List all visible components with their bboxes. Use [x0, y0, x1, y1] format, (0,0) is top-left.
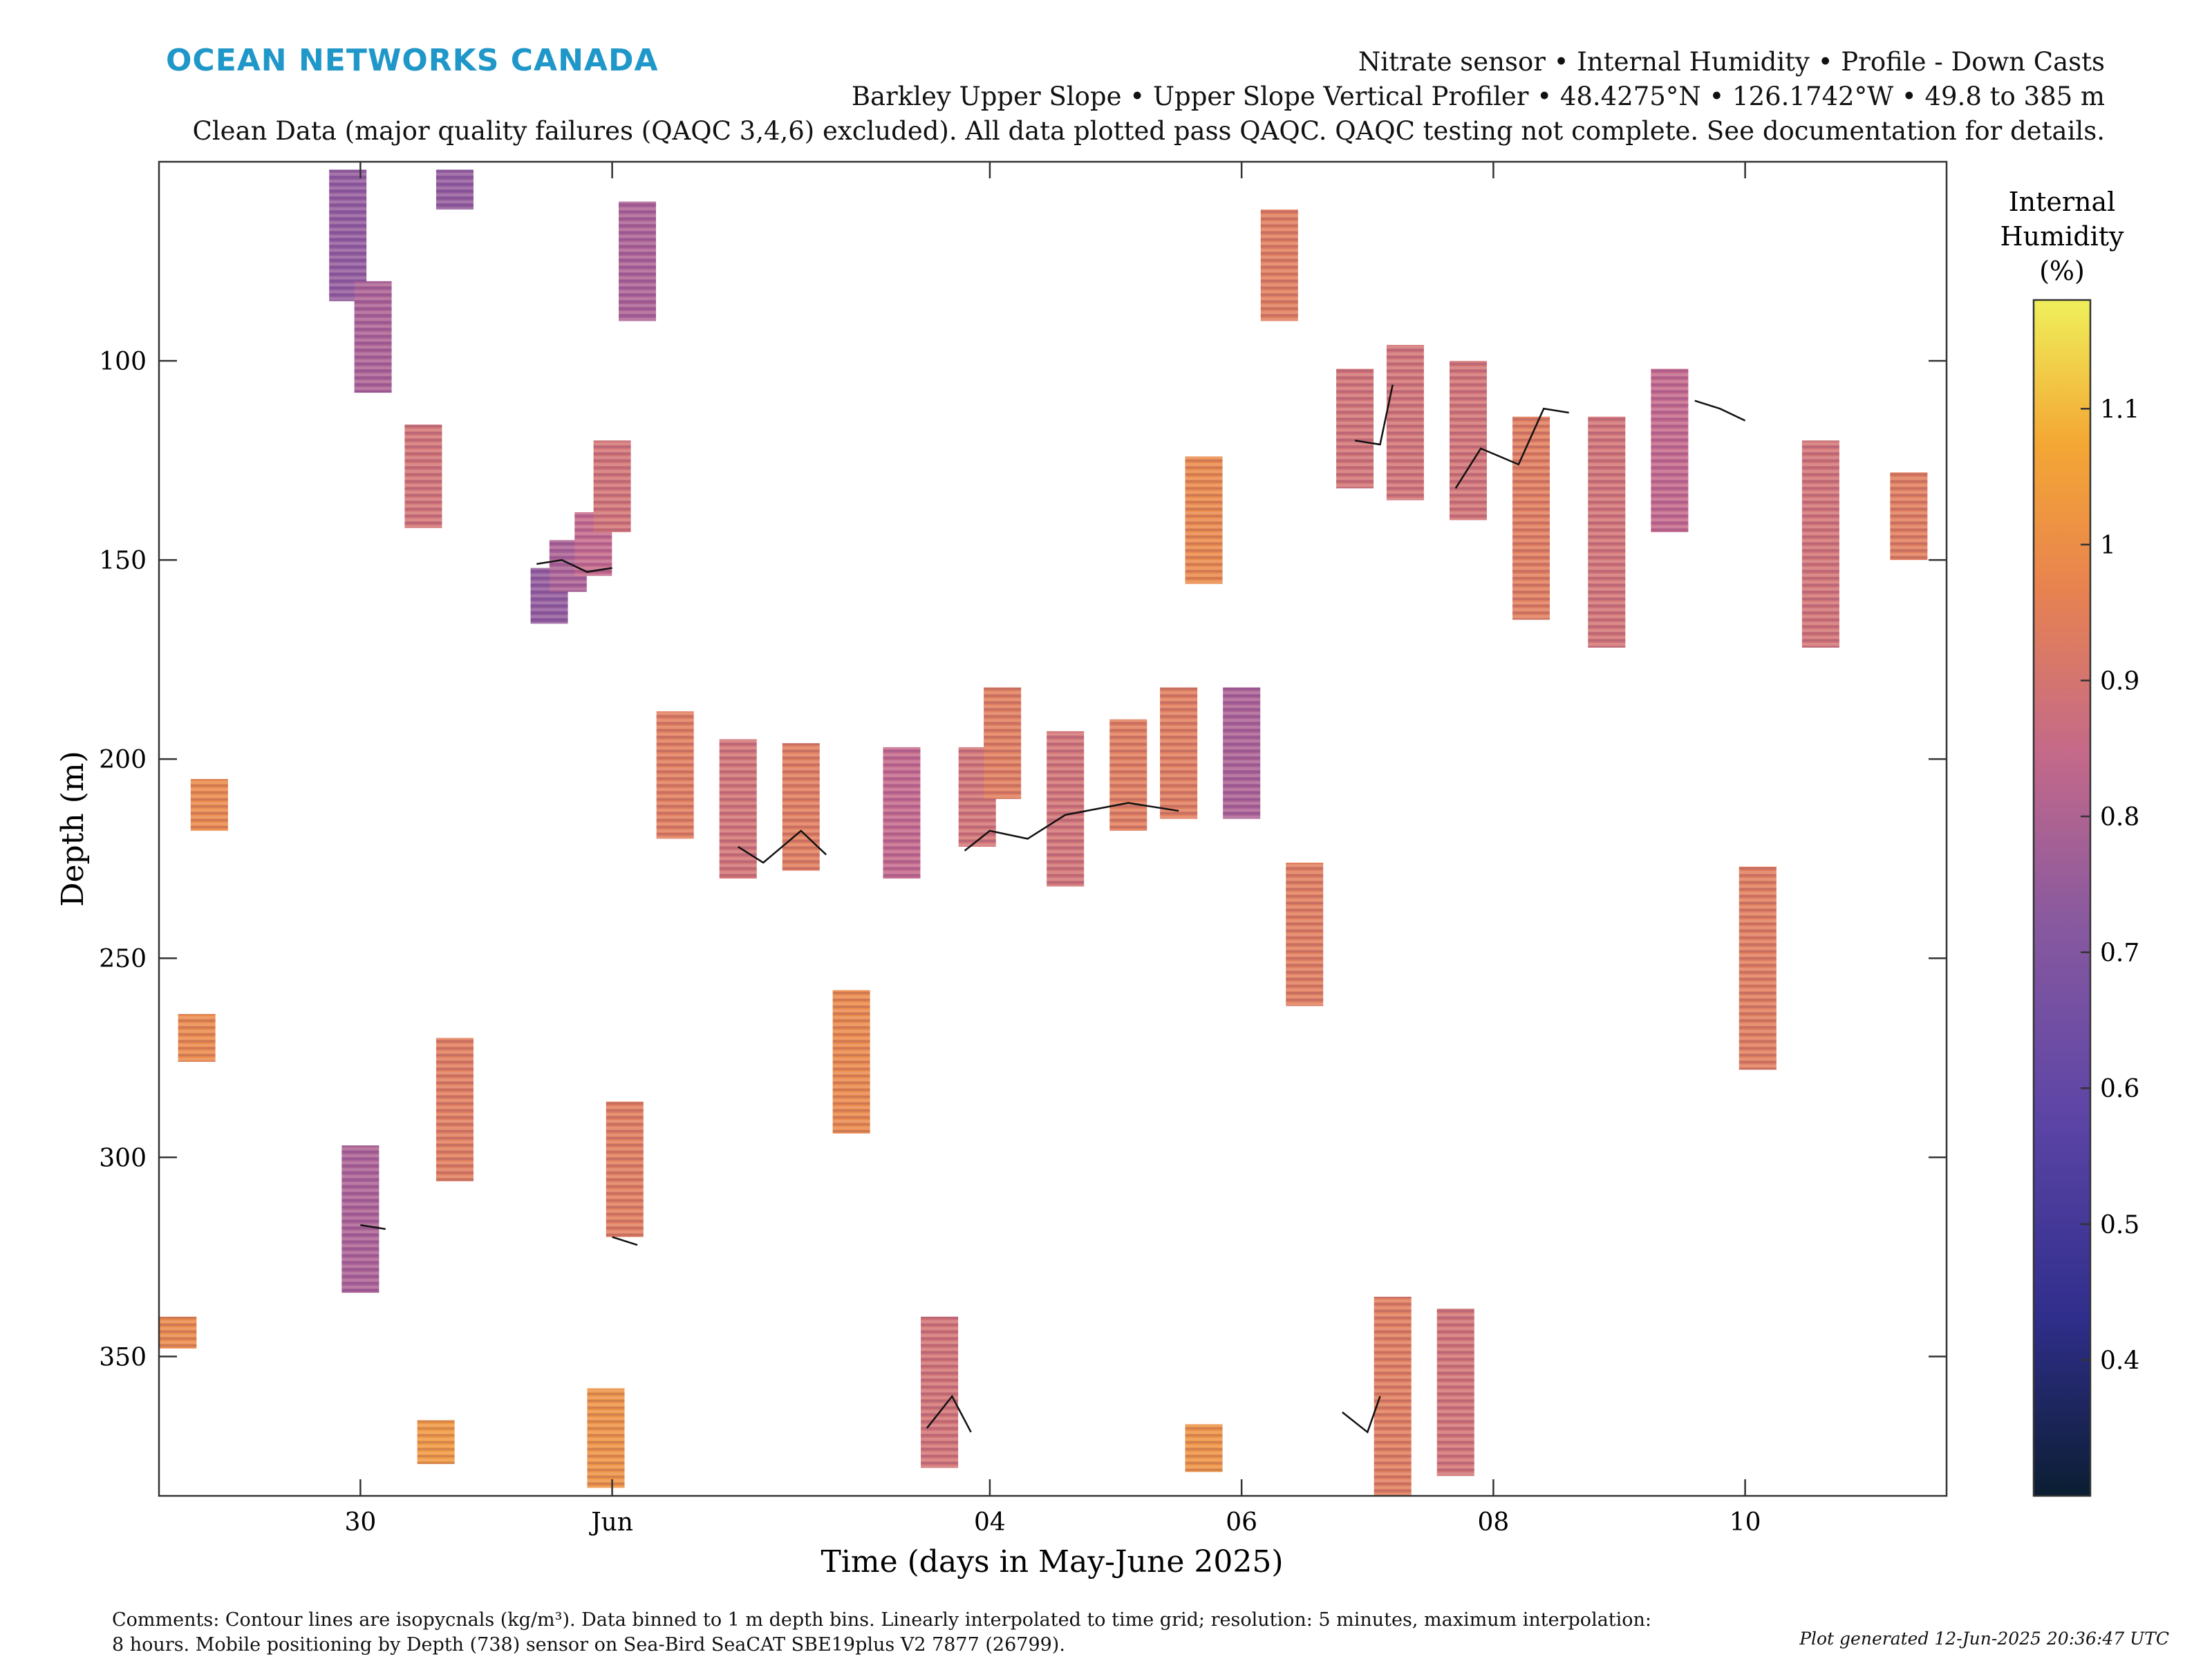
colorbar-ticks: 0.4 0.5 0.6 0.7 0.8 0.9 1 1.1 — [2081, 395, 2139, 1375]
data-patch-texture-15 — [606, 1101, 644, 1237]
data-patch-texture-5 — [341, 1145, 379, 1293]
x-tick-label: 10 — [1730, 1508, 1761, 1537]
y-tick-label: 200 — [99, 746, 147, 774]
data-patch-texture-7 — [417, 1420, 455, 1464]
data-patches — [159, 169, 1928, 1496]
data-patch-texture-2 — [190, 778, 228, 831]
colorbar-tick-label: 0.8 — [2100, 803, 2139, 832]
data-patch-texture-36 — [1374, 1296, 1412, 1496]
colorbar-tick-label: 0.9 — [2100, 667, 2139, 695]
colorbar-tick-label: 0.6 — [2100, 1075, 2139, 1103]
data-patch-texture-20 — [832, 990, 870, 1134]
isopycnal-contours — [360, 384, 1746, 1434]
colorbar-tick-label: 0.7 — [2100, 939, 2139, 968]
data-patch-texture-27 — [1160, 687, 1198, 819]
data-patch-texture-24 — [984, 687, 1022, 799]
plot-title-line-2: Barkley Upper Slope • Upper Slope Vertic… — [851, 82, 2105, 111]
isopycnal-line-8 — [360, 1224, 386, 1230]
y-axis-label: Depth (m) — [55, 751, 91, 907]
isopycnal-line-0 — [536, 559, 612, 573]
data-patch-texture-38 — [1512, 416, 1550, 620]
comments-line-2: 8 hours. Mobile positioning by Depth (73… — [112, 1634, 1065, 1656]
data-patch-texture-43 — [1890, 472, 1928, 561]
comments-line-1: Comments: Contour lines are isopycnals (… — [112, 1609, 1652, 1631]
data-patch-texture-4 — [354, 281, 392, 393]
colorbar-title-line-2: Humidity — [2000, 221, 2124, 252]
data-patch-texture-35 — [1449, 361, 1487, 521]
isopycnal-line-2 — [1454, 407, 1569, 489]
plot-generated-timestamp: Plot generated 12-Jun-2025 20:36:47 UTC — [1799, 1629, 2169, 1649]
data-patch-texture-22 — [921, 1316, 959, 1468]
colorbar-tick-label: 0.5 — [2100, 1211, 2139, 1239]
colorbar-title-line-1: Internal — [2009, 187, 2116, 217]
x-tick-label: 06 — [1226, 1508, 1257, 1537]
data-patch-texture-9 — [435, 169, 474, 210]
ocean-networks-canada-logo: OCEAN NETWORKS CANADA — [166, 43, 659, 78]
data-patch-texture-8 — [435, 1038, 474, 1181]
data-patch-texture-3 — [329, 169, 367, 301]
data-patch-texture-30 — [1223, 687, 1261, 819]
data-patch-texture-18 — [719, 739, 757, 879]
data-patch-texture-25 — [1047, 731, 1085, 887]
plot-frame — [158, 160, 1948, 1497]
y-tick-label: 150 — [99, 547, 147, 575]
data-patch-texture-28 — [1185, 456, 1223, 584]
data-patch-texture-0 — [159, 1316, 197, 1349]
plot-title-line-3: Clean Data (major quality failures (QAQC… — [192, 116, 2105, 146]
x-tick-label: Jun — [588, 1508, 633, 1537]
colorbar-tick-label: 1.1 — [2100, 395, 2139, 424]
data-patch-texture-19 — [782, 743, 820, 871]
y-tick-label: 100 — [99, 348, 147, 376]
data-patch-texture-41 — [1738, 866, 1777, 1070]
x-tick-label: 04 — [974, 1508, 1006, 1537]
data-patch-texture-1 — [178, 1013, 216, 1062]
data-patch-texture-42 — [1801, 440, 1839, 648]
isopycnal-line-4 — [738, 830, 827, 864]
data-patch-texture-17 — [656, 711, 694, 839]
data-patch-texture-21 — [883, 747, 921, 879]
x-axis-label: Time (days in May-June 2025) — [821, 1544, 1283, 1580]
isopycnal-line-1 — [1354, 384, 1394, 446]
colorbar — [2032, 299, 2092, 1497]
isopycnal-line-3 — [1694, 400, 1746, 422]
isopycnal-line-9 — [612, 1236, 638, 1246]
colorbar-title-line-3: (%) — [2039, 256, 2085, 286]
data-patch-texture-26 — [1109, 719, 1147, 831]
y-tick-label: 300 — [99, 1144, 147, 1172]
data-patch-texture-31 — [1260, 209, 1298, 321]
data-patch-texture-16 — [619, 201, 657, 321]
isopycnal-line-6 — [926, 1394, 972, 1433]
x-axis-ticks: 30 Jun 04 06 08 10 — [344, 162, 1761, 1537]
data-patch-texture-40 — [1651, 368, 1689, 532]
colorbar-tick-label: 0.4 — [2100, 1347, 2139, 1375]
y-axis-ticks: 100 150 200 250 300 350 — [99, 348, 1947, 1371]
y-tick-label: 250 — [99, 945, 147, 973]
x-tick-label: 08 — [1477, 1508, 1509, 1537]
data-patch-texture-32 — [1286, 862, 1324, 1006]
data-patch-texture-33 — [1336, 368, 1374, 489]
plot-title-line-1: Nitrate sensor • Internal Humidity • Pro… — [1358, 47, 2105, 77]
data-patch-texture-37 — [1436, 1309, 1474, 1477]
data-patch-texture-29 — [1185, 1424, 1223, 1472]
data-patch-texture-13 — [593, 440, 631, 532]
data-patch-texture-6 — [404, 424, 442, 529]
data-patch-texture-14 — [587, 1388, 625, 1488]
data-patch-texture-34 — [1386, 345, 1424, 500]
data-patch-texture-39 — [1588, 416, 1626, 648]
colorbar-tick-label: 1 — [2100, 532, 2116, 560]
isopycnal-line-7 — [1342, 1396, 1381, 1434]
isopycnal-line-5 — [964, 802, 1179, 852]
y-tick-label: 350 — [99, 1343, 147, 1371]
x-tick-label: 30 — [344, 1508, 376, 1537]
